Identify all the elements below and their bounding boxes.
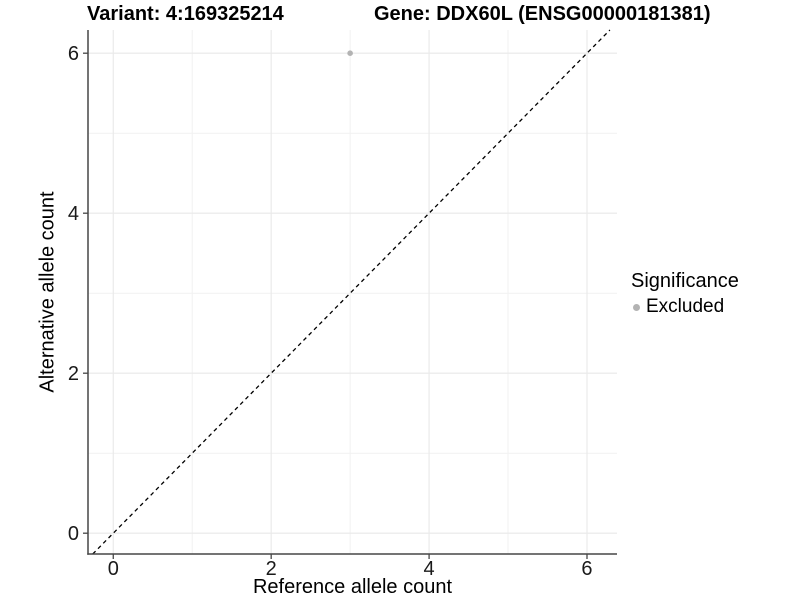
x-axis-title: Reference allele count [252, 576, 452, 598]
y-tick-label: 2 [68, 363, 79, 385]
plot-title-gene: Gene: DDX60L (ENSG00000181381) [374, 3, 711, 25]
plot-title-variant: Variant: 4:169325214 [87, 3, 284, 25]
legend-items: Excluded [631, 296, 739, 318]
data-point [347, 50, 353, 56]
y-axis-title: Alternative allele count [36, 191, 59, 393]
legend: Significance Excluded [631, 269, 739, 318]
y-tick-label: 4 [68, 203, 79, 225]
x-tick-label: 4 [424, 558, 435, 580]
x-tick-label: 6 [581, 558, 592, 580]
y-tick-label: 0 [68, 523, 79, 545]
legend-title: Significance [631, 270, 739, 292]
x-tick-label: 0 [108, 558, 119, 580]
legend-point-icon [633, 303, 640, 311]
legend-item: Excluded [631, 296, 739, 318]
identity-line [92, 29, 611, 555]
legend-item-label: Excluded [646, 296, 725, 317]
y-tick-label: 6 [68, 43, 79, 65]
x-tick-label: 2 [266, 558, 277, 580]
